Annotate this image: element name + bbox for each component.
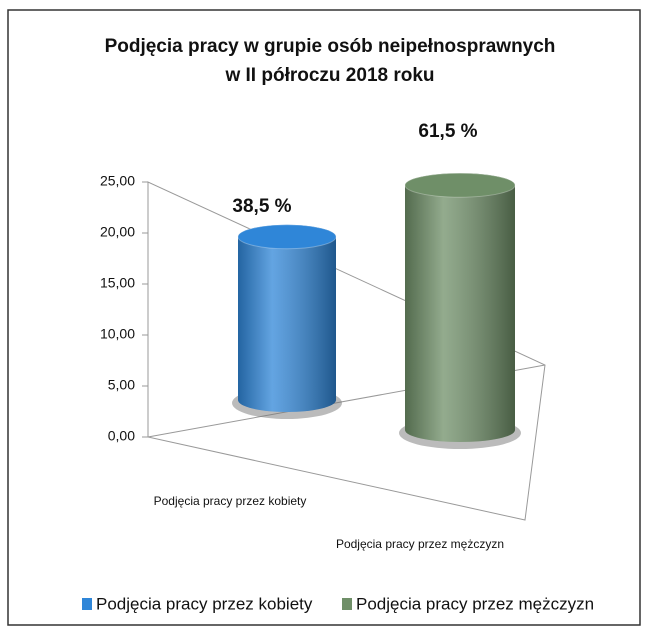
y-tick-label: 15,00 [100, 275, 135, 291]
y-tick-label: 20,00 [100, 224, 135, 240]
legend-label: Podjęcia pracy przez kobiety [96, 594, 313, 613]
y-tick-label: 0,00 [108, 428, 135, 444]
cylinder-top [404, 172, 516, 198]
cylinder-shade [238, 224, 336, 412]
x-category-label: Podjęcia pracy przez kobiety [154, 494, 307, 508]
chart-subtitle: w II półroczu 2018 roku [224, 65, 434, 86]
cylinder-top [237, 224, 337, 250]
data-label: 38,5 % [232, 196, 291, 217]
y-tick-label: 5,00 [108, 377, 135, 393]
cylinder-shade [405, 173, 515, 442]
y-tick-label: 10,00 [100, 326, 135, 342]
chart-title: Podjęcia pracy w grupie osób neipełnospr… [105, 36, 556, 57]
legend-swatch [342, 598, 352, 610]
y-tick-label: 25,00 [100, 173, 135, 189]
data-label: 61,5 % [418, 121, 477, 142]
x-category-label: Podjęcia pracy przez mężczyzn [336, 537, 504, 551]
legend-label: Podjęcia pracy przez mężczyzn [356, 594, 594, 613]
legend-swatch [82, 598, 92, 610]
